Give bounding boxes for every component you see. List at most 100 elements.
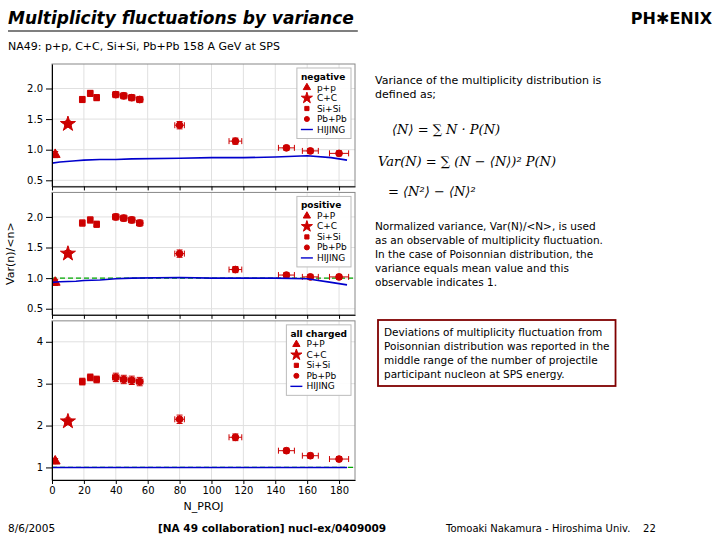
- error-bar-y: [232, 266, 238, 272]
- x-tick: [52, 315, 53, 319]
- point: [128, 377, 135, 384]
- grid-line-y: [52, 425, 355, 426]
- x-tick: 20: [78, 480, 91, 496]
- grid-line-x: [83, 192, 84, 314]
- series: [79, 90, 99, 102]
- error-bar-x: [278, 448, 294, 454]
- legend-title: negative: [301, 72, 345, 82]
- point: [87, 91, 93, 97]
- formula-variance: Var(N) = ∑ (N − ⟨N⟩)² P(N): [378, 154, 556, 169]
- series: [52, 149, 60, 158]
- y-axis: 0.51.01.52.0: [27, 193, 52, 315]
- grid-line-x: [147, 64, 148, 186]
- y-tick: 2.0: [27, 212, 52, 223]
- point: [94, 95, 100, 101]
- x-tick-label: 80: [174, 485, 187, 496]
- error-bar-x: [329, 274, 348, 280]
- error-bar-y: [283, 145, 289, 150]
- plot-frame: [52, 321, 355, 480]
- legend-swatch: [291, 349, 302, 360]
- legend-label: HIJING: [317, 125, 345, 135]
- y-tick-mark: [46, 342, 52, 343]
- grid-line-x: [275, 192, 276, 314]
- x-tick-mark: [52, 480, 53, 484]
- slide: Multiplicity fluctuations by varianceNA4…: [0, 0, 720, 540]
- y-tick: 0.5: [27, 175, 52, 186]
- grid-line-x: [147, 321, 148, 480]
- error-bar-x: [137, 97, 143, 103]
- formula-mean-group: ⟨N⟩ = ∑ N · P(N): [392, 122, 500, 137]
- error-bar-y: [129, 95, 135, 101]
- legend-label: P+P: [306, 339, 325, 349]
- error-bar-y: [283, 448, 289, 453]
- x-tick: [307, 186, 308, 190]
- legend-swatch: [303, 83, 310, 89]
- x-tick-mark: [211, 186, 212, 190]
- x-tick: [84, 315, 85, 319]
- grid-line-x: [83, 64, 84, 186]
- legend-label: Pb+Pb: [317, 114, 347, 124]
- error-bar-y: [177, 122, 183, 129]
- x-tick: [339, 186, 340, 190]
- grid-line-x: [147, 192, 148, 314]
- error-bar-x: [229, 434, 242, 440]
- formula-variance-moments-group: = ⟨N²⟩ − ⟨N⟩²: [388, 184, 476, 199]
- error-bar-y: [121, 93, 127, 99]
- y-tick-label: 1.5: [27, 114, 43, 125]
- reference-line: [52, 467, 355, 468]
- error-bar-y: [137, 220, 143, 226]
- series: [60, 413, 75, 427]
- x-tick-mark: [339, 480, 340, 484]
- x-tick: 140: [266, 480, 285, 496]
- axis-domain: [53, 186, 356, 187]
- error-bar-x: [113, 92, 119, 98]
- grid-line-x: [115, 321, 116, 480]
- y-tick: 1: [37, 462, 52, 473]
- grid: [52, 321, 355, 480]
- error-bar-x: [175, 122, 185, 128]
- y-tick-mark: [46, 384, 52, 385]
- x-tick: 40: [110, 480, 123, 496]
- error-bar-x: [113, 374, 119, 380]
- x-tick-mark: [339, 186, 340, 190]
- legend-label: C+C: [317, 221, 337, 231]
- series: [79, 374, 99, 385]
- legend-swatch: [303, 212, 310, 218]
- axis-domain: [52, 193, 53, 315]
- panel: 0.51.01.52.0Var(n)/<n>positiveP+PC+CSi+S…: [4, 192, 356, 318]
- error-bar-y: [177, 250, 183, 257]
- error-bar-y: [79, 378, 85, 385]
- legend: positiveP+PC+CSi+SiPb+PbHIJING: [297, 196, 351, 267]
- error-bar-y: [94, 376, 100, 383]
- x-axis-label: N_PROJ: [184, 500, 224, 513]
- title-underline: [8, 30, 358, 31]
- x-tick-mark: [275, 315, 276, 319]
- x-tick-mark: [116, 186, 117, 190]
- error-bar-x: [121, 215, 127, 221]
- x-axis: 020406080100120140160180: [49, 480, 355, 496]
- grid-line-x: [211, 192, 212, 314]
- x-tick-mark: [243, 480, 244, 484]
- x-tick: [211, 315, 212, 319]
- point: [176, 250, 183, 257]
- grid-line-x: [275, 321, 276, 480]
- x-tick-mark: [180, 480, 181, 484]
- point: [283, 144, 290, 151]
- line: [52, 278, 347, 285]
- x-tick: 160: [298, 480, 317, 496]
- footer-right: Tomoaki Nakamura - Hiroshima Univ. 22: [445, 523, 656, 534]
- x-tick: [243, 315, 244, 319]
- footer-center: [NA 49 collaboration] nucl-ex/0409009: [158, 522, 386, 534]
- x-tick: 100: [202, 480, 221, 496]
- legend-swatch: [304, 116, 309, 121]
- point: [94, 377, 100, 383]
- y-tick-mark: [46, 309, 52, 310]
- x-tick-label: 180: [330, 485, 349, 496]
- x-tick: [307, 315, 308, 319]
- point: [136, 378, 143, 385]
- y-tick: 3: [37, 378, 52, 389]
- x-axis: [53, 315, 356, 319]
- error-bar-x: [229, 138, 242, 144]
- point: [120, 215, 127, 222]
- legend-items: negativep+pC+CSi+SiPb+PbHIJING: [301, 72, 347, 135]
